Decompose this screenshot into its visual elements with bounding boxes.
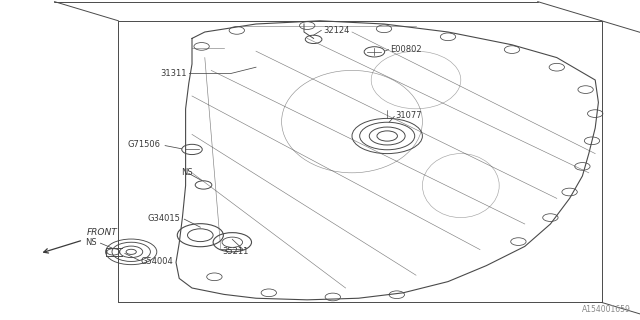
Text: NS: NS bbox=[85, 238, 97, 247]
Text: 32124: 32124 bbox=[323, 26, 349, 35]
Text: A154001659: A154001659 bbox=[582, 305, 630, 314]
Text: G71506: G71506 bbox=[128, 140, 161, 149]
Text: FRONT: FRONT bbox=[86, 228, 117, 237]
Text: 31077: 31077 bbox=[396, 111, 422, 120]
Text: NS: NS bbox=[181, 168, 193, 177]
Text: E00802: E00802 bbox=[390, 45, 422, 54]
Text: 31311: 31311 bbox=[160, 69, 186, 78]
Text: G54004: G54004 bbox=[141, 257, 173, 266]
Text: 35211: 35211 bbox=[223, 247, 249, 256]
Text: G34015: G34015 bbox=[147, 214, 180, 223]
